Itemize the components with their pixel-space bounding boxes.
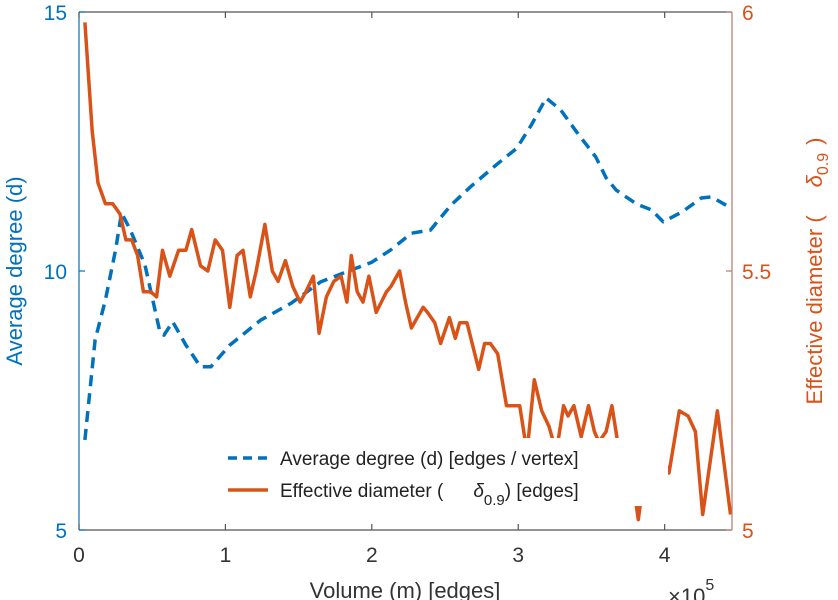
legend-sub: 0.9 xyxy=(484,492,505,509)
x-tick-label: 0 xyxy=(73,544,85,567)
x-tick-label: 1 xyxy=(220,544,232,567)
y-axis-right-label: Effective diameter ( δ0.9) xyxy=(802,138,832,405)
x-axis-label: Volume (m) [edges] xyxy=(310,578,501,600)
x-tick-label: 2 xyxy=(366,544,378,567)
x-tick-label: 3 xyxy=(512,544,524,567)
y-right-tick-label: 5.5 xyxy=(742,261,771,284)
series-line-average-degree xyxy=(83,96,727,441)
plot-lines xyxy=(83,22,733,522)
y-right-label-prefix: Effective diameter ( xyxy=(802,215,827,405)
y-left-tick-label: 15 xyxy=(44,2,67,25)
legend: Average degree (d) [edges / vertex] Effe… xyxy=(222,438,668,509)
legend-label-effective-diameter: Effective diameter ( δ0.9) [edges] xyxy=(280,481,579,509)
y-right-label-symbol: δ xyxy=(802,174,827,187)
x-tick-label: 4 xyxy=(659,544,671,567)
legend-suffix: ) [edges] xyxy=(505,481,579,502)
ticks: 0 1 2 3 4 5 10 15 5 5.5 6 xyxy=(44,2,772,567)
y-axis-left-label: Average degree (d) xyxy=(2,176,27,365)
x-exponent-power: 5 xyxy=(705,577,714,594)
y-right-tick-label: 5 xyxy=(742,520,754,543)
legend-background xyxy=(222,438,668,506)
y-left-tick-label: 10 xyxy=(44,261,67,284)
y-right-label-suffix: ) xyxy=(802,138,827,145)
series-line-effective-diameter xyxy=(83,22,733,522)
y-left-tick-label: 5 xyxy=(55,520,67,543)
x-exponent-label: ×105 xyxy=(668,577,714,600)
y-right-tick-label: 6 xyxy=(742,2,754,25)
legend-label-average-degree: Average degree (d) [edges / vertex] xyxy=(280,449,579,470)
legend-symbol: δ xyxy=(473,481,484,502)
x-exponent-base: ×10 xyxy=(668,584,705,600)
legend-prefix: Effective diameter ( xyxy=(280,481,444,502)
y-right-label-sub: 0.9 xyxy=(815,153,832,175)
